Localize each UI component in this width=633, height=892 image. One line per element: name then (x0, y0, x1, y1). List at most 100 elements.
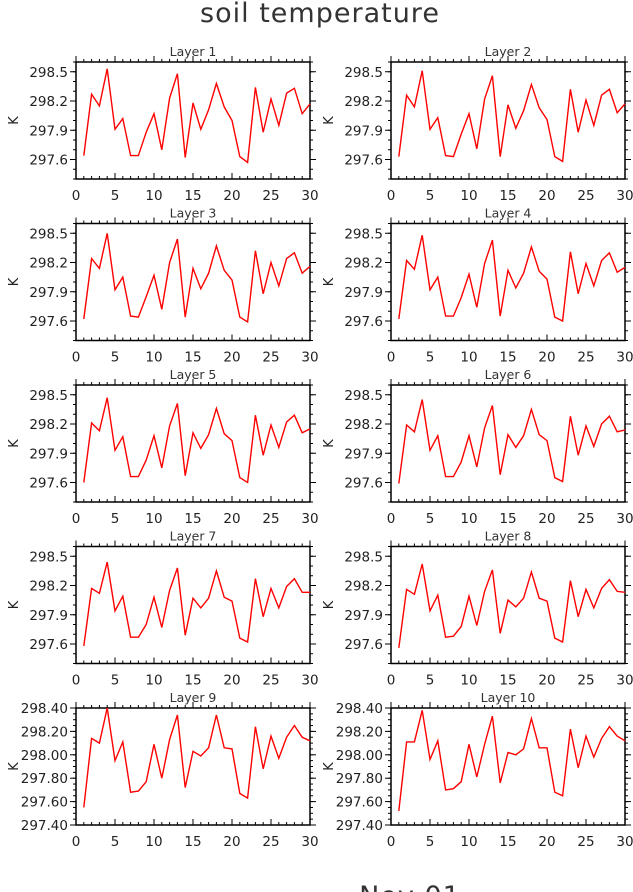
x-tick-label: 15 (184, 511, 201, 527)
x-tick-label: 25 (577, 673, 594, 689)
y-axis-label: K (7, 116, 22, 125)
y-tick-label: 297.6 (344, 153, 383, 169)
x-tick-label: 15 (184, 350, 201, 366)
panel-title: Layer 6 (485, 367, 532, 382)
x-tick-label: 20 (538, 511, 555, 527)
x-tick-label: 10 (460, 834, 477, 850)
x-tick-label: 15 (499, 834, 516, 850)
x-tick-label: 30 (616, 511, 633, 527)
y-axis-label: K (7, 277, 22, 286)
x-tick-label: 20 (223, 834, 240, 850)
x-tick-label: 0 (72, 673, 81, 689)
y-axis-label: K (322, 277, 337, 286)
plot-frame (75, 222, 311, 342)
x-tick-label: 25 (262, 834, 279, 850)
panel-5: Layer 5 0 5 10 15 20 25 30 297.6 297.9 298.2 298.5 K (7, 367, 319, 527)
panel-title: Layer 7 (170, 529, 217, 544)
x-tick-label: 15 (184, 188, 201, 204)
x-tick-label: 20 (538, 188, 555, 204)
panel-title: Layer 10 (481, 690, 536, 705)
y-tick-label: 297.9 (344, 123, 383, 139)
plot-frame (75, 545, 311, 665)
x-tick-label: 25 (262, 350, 279, 366)
series-line-6 (398, 399, 626, 484)
y-axis-label: K (322, 116, 337, 125)
y-tick-label: 298.5 (29, 65, 68, 81)
y-tick-label: 298.5 (344, 549, 383, 565)
x-axis-label: Nov 01 (359, 881, 461, 892)
panel-title: Layer 9 (170, 690, 217, 705)
y-tick-label: 298.5 (29, 226, 68, 242)
y-axis-label: K (7, 439, 22, 448)
x-tick-label: 30 (616, 834, 633, 850)
x-tick-label: 5 (111, 834, 120, 850)
y-tick-label: 298.00 (336, 748, 383, 764)
plot-frame (390, 707, 626, 826)
x-tick-label: 5 (426, 673, 435, 689)
x-tick-label: 15 (499, 188, 516, 204)
panel-title: Layer 4 (485, 206, 532, 221)
x-tick-label: 30 (616, 350, 633, 366)
y-tick-label: 298.20 (336, 724, 383, 740)
panel-title: Layer 5 (170, 367, 217, 382)
y-tick-label: 297.6 (344, 476, 383, 492)
x-tick-label: 10 (460, 673, 477, 689)
x-tick-label: 15 (499, 673, 516, 689)
y-tick-label: 297.6 (29, 637, 68, 653)
x-tick-label: 20 (223, 511, 240, 527)
x-tick-label: 10 (145, 350, 162, 366)
plot-frame (75, 707, 311, 826)
y-tick-label: 297.9 (29, 446, 68, 462)
x-tick-label: 5 (426, 188, 435, 204)
x-tick-label: 30 (301, 673, 318, 689)
x-tick-label: 10 (145, 834, 162, 850)
y-tick-label: 298.2 (344, 94, 383, 110)
y-tick-label: 298.2 (344, 256, 383, 272)
y-tick-label: 298.5 (29, 549, 68, 565)
x-tick-label: 5 (111, 350, 120, 366)
x-tick-label: 30 (616, 188, 633, 204)
y-tick-label: 297.60 (21, 795, 68, 811)
series-line-9 (83, 707, 311, 808)
x-tick-label: 10 (145, 673, 162, 689)
x-tick-label: 5 (426, 350, 435, 366)
panel-title: Layer 1 (170, 44, 217, 59)
x-tick-label: 20 (223, 188, 240, 204)
x-tick-label: 25 (262, 673, 279, 689)
x-tick-label: 25 (262, 511, 279, 527)
series-line-2 (398, 70, 626, 163)
series-line-5 (83, 397, 311, 484)
y-tick-label: 298.5 (344, 65, 383, 81)
y-tick-label: 297.40 (21, 818, 68, 834)
series-line-7 (83, 561, 310, 647)
x-tick-label: 0 (72, 188, 81, 204)
y-tick-label: 298.00 (21, 748, 68, 764)
y-tick-label: 298.5 (29, 388, 68, 404)
x-tick-label: 0 (72, 511, 81, 527)
x-tick-label: 20 (538, 834, 555, 850)
plot-frame (390, 545, 626, 665)
x-tick-label: 20 (223, 350, 240, 366)
panel-3: Layer 3 0 5 10 15 20 25 30 297.6 297.9 298.2 298.5 K (7, 206, 319, 366)
x-tick-label: 5 (426, 511, 435, 527)
plot-frame (75, 384, 311, 503)
y-axis-label: K (322, 600, 337, 609)
x-tick-label: 25 (577, 188, 594, 204)
series-line-8 (398, 563, 626, 648)
x-tick-label: 10 (460, 350, 477, 366)
y-axis-label: K (7, 600, 22, 609)
x-tick-label: 15 (499, 511, 516, 527)
y-tick-label: 298.2 (344, 579, 383, 595)
y-tick-label: 297.9 (344, 608, 383, 624)
x-tick-label: 5 (426, 834, 435, 850)
x-tick-label: 20 (223, 673, 240, 689)
y-tick-label: 297.80 (336, 771, 383, 787)
x-tick-label: 10 (460, 511, 477, 527)
panel-4: Layer 4 0 5 10 15 20 25 30 297.6 297.9 298.2 298.5 K (322, 206, 633, 366)
x-tick-label: 25 (577, 834, 594, 850)
y-tick-label: 298.5 (344, 388, 383, 404)
y-tick-label: 298.40 (336, 701, 383, 717)
y-tick-label: 298.20 (21, 724, 68, 740)
y-tick-label: 298.2 (29, 417, 68, 433)
